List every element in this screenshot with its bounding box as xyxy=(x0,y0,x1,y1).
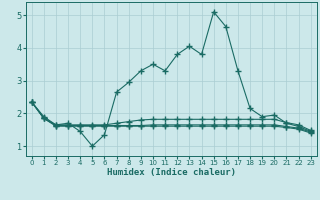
X-axis label: Humidex (Indice chaleur): Humidex (Indice chaleur) xyxy=(107,168,236,177)
